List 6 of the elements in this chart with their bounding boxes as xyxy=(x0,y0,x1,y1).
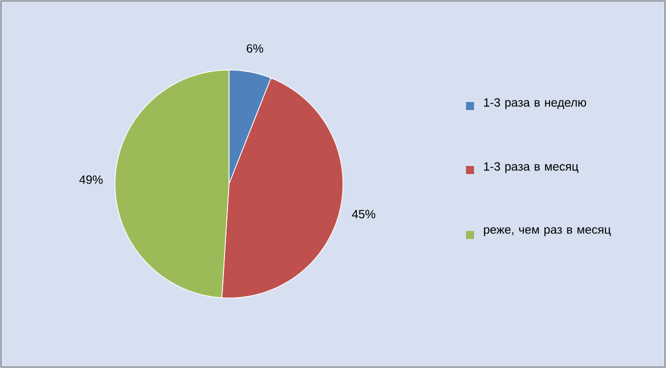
data-label: 6% xyxy=(246,44,264,53)
data-label: 49% xyxy=(79,175,103,184)
legend-label: 1-3 раза в месяц xyxy=(484,162,578,174)
legend-label: 1-3 раза в неделю xyxy=(484,98,586,110)
legend-label: реже, чем раз в месяц xyxy=(484,227,611,236)
data-label: 45% xyxy=(352,210,376,218)
